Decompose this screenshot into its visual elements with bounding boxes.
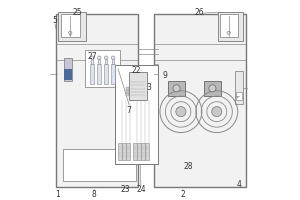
Text: 5: 5 bbox=[52, 16, 57, 25]
Bar bbox=[64, 58, 72, 81]
Text: 25: 25 bbox=[72, 8, 82, 17]
Bar bbox=[112, 59, 114, 64]
Bar bbox=[122, 143, 126, 160]
Bar bbox=[115, 65, 158, 164]
Bar bbox=[118, 143, 122, 160]
Bar bbox=[90, 64, 94, 84]
Bar bbox=[129, 72, 147, 100]
Bar bbox=[97, 64, 101, 84]
Text: 4: 4 bbox=[236, 180, 241, 189]
Text: 2: 2 bbox=[181, 190, 185, 199]
Text: 7: 7 bbox=[127, 106, 131, 115]
Bar bbox=[145, 143, 148, 160]
Bar bbox=[236, 92, 242, 100]
Bar bbox=[61, 14, 80, 37]
Bar bbox=[105, 59, 107, 64]
Bar bbox=[111, 64, 115, 84]
Bar bbox=[218, 12, 243, 41]
Bar bbox=[127, 143, 130, 160]
Bar bbox=[220, 14, 238, 37]
Text: 8: 8 bbox=[92, 190, 97, 199]
Text: 24: 24 bbox=[136, 185, 146, 194]
Circle shape bbox=[173, 85, 180, 92]
Text: 27: 27 bbox=[87, 52, 97, 61]
Bar bbox=[64, 69, 72, 80]
Bar bbox=[127, 87, 129, 90]
Circle shape bbox=[176, 107, 186, 117]
Bar bbox=[154, 14, 246, 187]
Text: 23: 23 bbox=[120, 185, 130, 194]
Bar bbox=[133, 143, 136, 160]
Bar bbox=[58, 12, 86, 41]
Bar bbox=[98, 59, 100, 64]
Circle shape bbox=[104, 56, 108, 60]
Text: 26: 26 bbox=[194, 8, 204, 17]
Bar bbox=[127, 93, 129, 96]
Circle shape bbox=[90, 56, 94, 60]
Circle shape bbox=[212, 107, 222, 117]
Bar bbox=[168, 81, 185, 96]
Bar bbox=[104, 64, 108, 84]
Circle shape bbox=[209, 85, 216, 92]
Text: 28: 28 bbox=[183, 162, 193, 171]
Text: 3: 3 bbox=[147, 83, 152, 92]
Bar bbox=[137, 143, 141, 160]
Bar bbox=[63, 149, 136, 181]
Bar bbox=[141, 143, 145, 160]
Text: 22: 22 bbox=[131, 66, 141, 75]
Text: 9: 9 bbox=[163, 71, 167, 80]
Circle shape bbox=[111, 56, 115, 60]
Bar bbox=[91, 59, 93, 64]
Bar bbox=[204, 81, 221, 96]
Circle shape bbox=[98, 56, 101, 60]
Bar bbox=[56, 14, 138, 187]
Text: 1: 1 bbox=[55, 190, 60, 199]
Bar bbox=[235, 71, 243, 104]
Bar bbox=[85, 50, 120, 87]
Bar bbox=[127, 90, 129, 93]
